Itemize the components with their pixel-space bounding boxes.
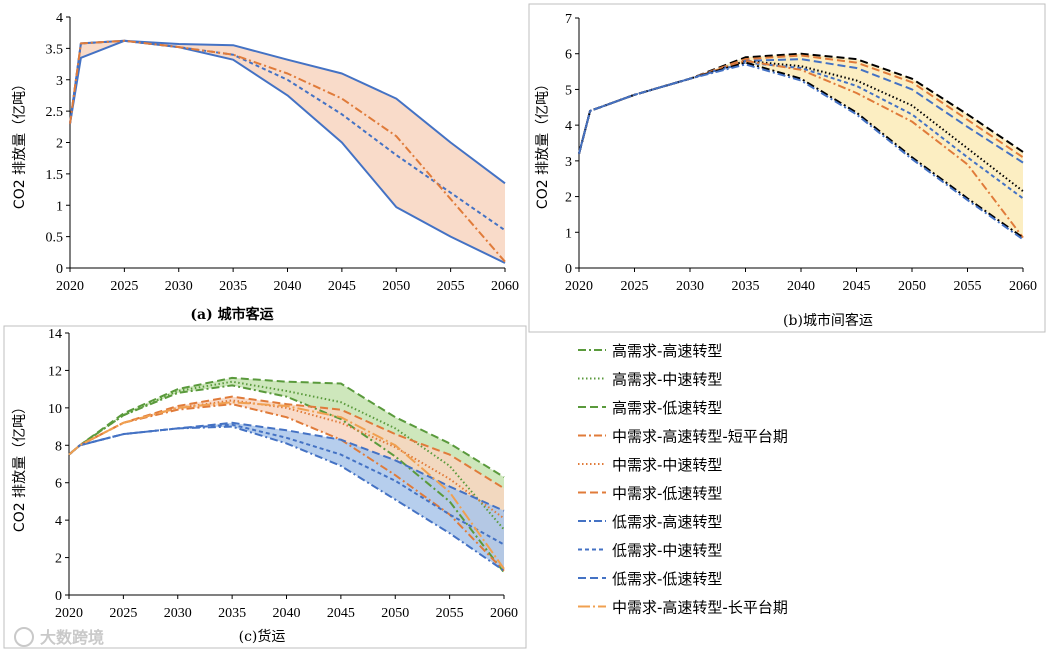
x-tick-label: 2050 (381, 606, 409, 621)
legend-label: 高需求-低速转型 (612, 399, 722, 417)
panel-c-frame (3, 325, 527, 649)
x-tick-label: 2060 (1009, 279, 1037, 294)
x-tick-label: 2050 (382, 279, 410, 294)
x-tick-label: 2035 (732, 279, 760, 294)
x-tick-label: 2025 (110, 279, 138, 294)
y-tick-label: 3 (565, 155, 572, 170)
legend-label: 中需求-高速转型-短平台期 (612, 428, 788, 446)
ylabel-c: CO2 排放量（亿吨） (12, 400, 28, 532)
series-line-m_low (68, 395, 505, 490)
y-tick-label: 3 (56, 74, 63, 89)
panel-b-frame (528, 3, 1046, 333)
x-tick-label: 2035 (218, 606, 246, 621)
x-tick-label: 2040 (274, 279, 302, 294)
x-tick-label: 2040 (787, 279, 815, 294)
y-tick-label: 4 (56, 11, 63, 26)
x-tick-label: 2035 (219, 279, 247, 294)
y-tick-label: 12 (48, 364, 62, 379)
caption-b: (b)城市间客运 (783, 312, 873, 329)
series-line-m_long (68, 401, 505, 570)
y-tick-label: 1 (565, 226, 572, 241)
y-tick-label: 0 (565, 262, 572, 277)
x-tick-label: 2055 (436, 606, 464, 621)
y-tick-label: 1 (56, 199, 63, 214)
y-tick-label: 2.5 (46, 105, 64, 120)
series-line-orange (69, 39, 506, 263)
legend: 高需求-高速转型高需求-中速转型高需求-低速转型中需求-高速转型-短平台期中需求… (578, 342, 788, 617)
x-tick-label: 2060 (490, 606, 518, 621)
y-tick-label: 10 (48, 402, 62, 417)
y-tick-label: 3.5 (46, 42, 64, 57)
y-tick-label: 6 (55, 477, 62, 492)
chart-panel-c: 0 2 4 6 8 10 12 14 2020 2025 2030 2035 2040 2045 2050 2… (48, 327, 518, 621)
series-line-b8 (578, 63, 1024, 241)
y-tick-label: 6 (565, 48, 572, 63)
x-tick-label: 2055 (437, 279, 465, 294)
y-tick-label: 2 (56, 137, 63, 152)
y-tick-label: 1.5 (46, 168, 64, 183)
range-band-2 (69, 396, 504, 571)
y-tick-label: 2 (55, 552, 62, 567)
range-band-1 (579, 53, 1023, 238)
x-tick-label: 2020 (55, 606, 83, 621)
range-band-1 (70, 40, 505, 263)
ylabel-b: CO2 排放量（亿吨） (535, 77, 551, 209)
y-tick-label: 2 (565, 191, 572, 206)
x-tick-label: 2045 (327, 606, 355, 621)
legend-label: 低需求-低速转型 (612, 570, 722, 588)
series-line-h_low (68, 376, 505, 478)
watermark-logo-icon (14, 627, 34, 647)
x-tick-label: 2055 (954, 279, 982, 294)
series-line-b4 (578, 59, 1024, 192)
watermark: 大数跨境 (14, 627, 104, 647)
x-tick-label: 2060 (491, 279, 519, 294)
series-line-m_mid (68, 399, 505, 520)
x-tick-label: 2040 (273, 606, 301, 621)
x-tick-label: 2045 (843, 279, 871, 294)
y-tick-label: 14 (48, 327, 62, 342)
x-tick-label: 2030 (676, 279, 704, 294)
legend-label: 中需求-中速转型 (612, 456, 722, 474)
y-tick-label: 0.5 (46, 231, 64, 246)
legend-label: 高需求-高速转型 (612, 342, 722, 360)
legend-label: 高需求-中速转型 (612, 371, 722, 389)
x-tick-label: 2025 (621, 279, 649, 294)
caption-c: (c)货运 (239, 628, 286, 645)
legend-label: 中需求-高速转型-长平台期 (612, 599, 788, 617)
x-tick-label: 2045 (328, 279, 356, 294)
legend-label: 低需求-中速转型 (612, 542, 722, 560)
legend-label: 中需求-低速转型 (612, 485, 722, 503)
chart-panel-a: 0 0.5 1 1.5 2 2.5 3 3.5 4 2020 2025 2030 2035 2040 204… (46, 11, 520, 294)
series-line-lower (69, 39, 506, 264)
range-band-3 (69, 422, 504, 571)
caption-a: (a) 城市客运 (190, 306, 273, 323)
x-tick-label: 2030 (165, 279, 193, 294)
y-tick-label: 8 (55, 439, 62, 454)
x-tick-label: 2050 (898, 279, 926, 294)
y-tick-label: 0 (55, 589, 62, 604)
ylabel-a: CO2 排放量（亿吨） (12, 77, 28, 209)
x-tick-label: 2030 (164, 606, 192, 621)
y-tick-label: 4 (55, 514, 62, 529)
x-tick-label: 2020 (56, 279, 84, 294)
x-tick-label: 2020 (565, 279, 593, 294)
y-tick-label: 5 (565, 83, 572, 98)
series-line-h_high (68, 384, 505, 574)
watermark-text: 大数跨境 (40, 628, 104, 647)
x-tick-label: 2025 (109, 606, 137, 621)
chart-panel-b: 0 1 2 3 4 5 6 7 2020 2025 2030 2035 2040 2045 2050 2055… (565, 12, 1037, 294)
series-line-l_low (68, 421, 505, 512)
range-band-1 (69, 377, 504, 573)
y-tick-label: 0 (56, 262, 63, 277)
y-tick-label: 7 (565, 12, 572, 27)
legend-label: 低需求-高速转型 (612, 513, 722, 531)
y-tick-label: 4 (565, 119, 572, 134)
